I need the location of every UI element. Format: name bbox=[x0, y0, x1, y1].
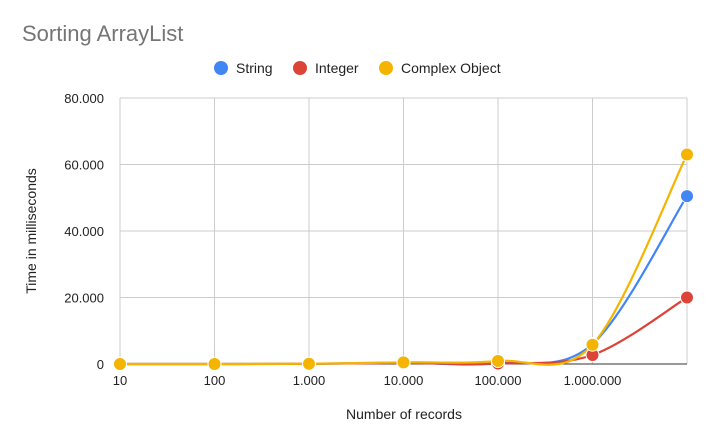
data-point-complex-object bbox=[302, 356, 316, 371]
x-tick-label: 100 bbox=[204, 373, 226, 388]
y-axis-title: Time in milliseconds bbox=[23, 168, 39, 294]
data-point-complex-object bbox=[680, 147, 694, 162]
data-point-complex-object bbox=[113, 356, 127, 371]
y-tick-label: 60.000 bbox=[64, 158, 104, 173]
legend-item-string: String bbox=[214, 60, 273, 76]
legend-item-integer: Integer bbox=[293, 60, 359, 76]
data-point-complex-object bbox=[396, 355, 411, 370]
legend: String Integer Complex Object bbox=[214, 60, 501, 76]
legend-marker-integer bbox=[293, 61, 307, 75]
y-axis-ticks: 0 20.000 40.000 60.000 80.000 bbox=[64, 91, 104, 372]
grid bbox=[119, 97, 688, 365]
x-tick-label: 100.000 bbox=[475, 373, 522, 388]
x-axis-ticks: 10 100 1.000 10.000 100.000 1.000.000 bbox=[113, 373, 622, 388]
y-tick-label: 40.000 bbox=[64, 224, 104, 239]
legend-marker-complex-object bbox=[379, 61, 393, 75]
legend-label: Integer bbox=[315, 60, 359, 76]
x-tick-label: 1.000.000 bbox=[564, 373, 622, 388]
data-point-complex-object bbox=[585, 337, 600, 352]
legend-marker-string bbox=[214, 61, 228, 75]
data-point-integer bbox=[680, 290, 694, 305]
data-point-complex-object bbox=[207, 356, 222, 371]
data-point-string bbox=[680, 189, 694, 204]
data-point-complex-object bbox=[491, 354, 505, 369]
x-tick-label: 10 bbox=[113, 373, 127, 388]
legend-item-complex-object: Complex Object bbox=[379, 60, 501, 76]
y-tick-label: 0 bbox=[97, 357, 104, 372]
series-points bbox=[113, 147, 694, 371]
x-axis-title: Number of records bbox=[346, 406, 462, 422]
chart-title: Sorting ArrayList bbox=[22, 21, 183, 46]
y-tick-label: 20.000 bbox=[64, 291, 104, 306]
legend-label: String bbox=[236, 60, 273, 76]
x-tick-label: 10.000 bbox=[384, 373, 424, 388]
x-tick-label: 1.000 bbox=[293, 373, 326, 388]
legend-label: Complex Object bbox=[401, 60, 501, 76]
y-tick-label: 80.000 bbox=[64, 91, 104, 106]
